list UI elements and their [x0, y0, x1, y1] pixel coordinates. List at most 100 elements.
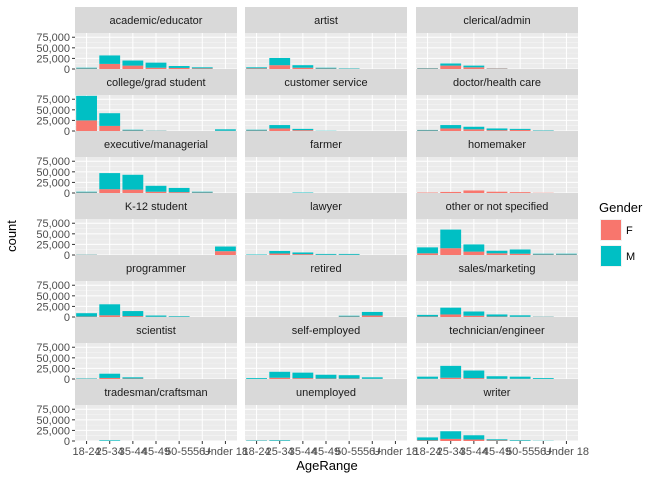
bar-male: [269, 58, 290, 65]
bar-male: [169, 188, 190, 192]
bar-female: [463, 190, 484, 193]
bar-male: [463, 435, 484, 439]
bar-female: [122, 190, 143, 193]
legend-label-m: M: [626, 251, 635, 263]
bar-female: [99, 315, 120, 317]
bar-female: [487, 130, 508, 131]
y-tick-label: 75,000: [36, 218, 70, 230]
x-axis-title: AgeRange: [296, 458, 357, 473]
bar-male: [487, 376, 508, 379]
bar-male: [417, 130, 438, 131]
bar-male: [510, 440, 531, 441]
bar-male: [463, 244, 484, 251]
bar-male: [339, 375, 360, 378]
x-tick-label: Under 18: [203, 446, 248, 458]
y-tick-label: 50,000: [36, 105, 70, 117]
y-tick-label: 25,000: [36, 425, 70, 437]
y-tick-label: 0: [64, 126, 70, 138]
bar-female: [99, 189, 120, 193]
y-tick-label: 75,000: [36, 94, 70, 106]
bar-female: [440, 314, 461, 317]
bar-male: [192, 192, 213, 193]
bar-male: [146, 316, 167, 317]
bar-female: [122, 66, 143, 69]
bar-female: [169, 68, 190, 69]
y-tick-label: 75,000: [36, 280, 70, 292]
facet-title: K-12 student: [125, 201, 187, 213]
bar-male: [146, 186, 167, 192]
y-tick-label: 25,000: [36, 239, 70, 251]
bar-male: [269, 372, 290, 378]
bar-male: [316, 68, 337, 69]
bar-male: [510, 249, 531, 253]
bar-male: [440, 308, 461, 315]
bar-male: [169, 316, 190, 317]
bar-male: [440, 230, 461, 249]
bar-male: [339, 316, 360, 317]
bar-male: [122, 377, 143, 378]
bar-male: [463, 66, 484, 68]
bar-male: [362, 312, 383, 316]
bar-female: [510, 254, 531, 255]
legend-swatch-m: [601, 246, 621, 266]
bar-female: [146, 192, 167, 193]
bar-male: [440, 125, 461, 128]
facet-title: clerical/admin: [463, 15, 530, 27]
facet-title: farmer: [310, 139, 342, 151]
bar-female: [440, 378, 461, 379]
bar-male: [122, 311, 143, 316]
bar-female: [510, 130, 531, 131]
bar-male: [510, 129, 531, 130]
bar-female: [440, 66, 461, 69]
y-tick-label: 25,000: [36, 53, 70, 65]
bar-male: [463, 311, 484, 315]
y-tick-label: 0: [64, 64, 70, 76]
y-tick-label: 50,000: [36, 291, 70, 303]
bar-female: [99, 126, 120, 131]
facet-title: college/grad student: [106, 77, 205, 89]
bar-female: [417, 440, 438, 441]
bar-female: [76, 120, 97, 131]
bar-male: [510, 315, 531, 316]
bar-male: [510, 377, 531, 379]
bar-female: [292, 68, 313, 69]
legend-label-f: F: [626, 225, 633, 237]
bar-male: [146, 63, 167, 68]
x-tick-label: Under 18: [373, 446, 418, 458]
bar-female: [269, 378, 290, 379]
bar-male: [99, 173, 120, 189]
y-tick-label: 50,000: [36, 415, 70, 427]
bar-male: [122, 175, 143, 190]
bar-male: [487, 314, 508, 316]
x-tick-label: 50-55: [506, 446, 534, 458]
y-tick-label: 75,000: [36, 342, 70, 354]
bar-male: [246, 67, 267, 68]
y-tick-label: 50,000: [36, 43, 70, 55]
bar-male: [556, 254, 577, 255]
bar-male: [417, 377, 438, 379]
x-tick-label: Under 18: [544, 446, 589, 458]
facet-title: technician/engineer: [449, 325, 545, 337]
y-tick-label: 25,000: [36, 177, 70, 189]
bar-female: [269, 254, 290, 255]
y-tick-label: 50,000: [36, 353, 70, 365]
bar-male: [292, 373, 313, 379]
bar-female: [463, 67, 484, 69]
bar-female: [440, 248, 461, 255]
y-tick-label: 0: [64, 374, 70, 386]
facet-title: academic/educator: [110, 15, 203, 27]
bar-female: [292, 130, 313, 131]
facet-title: tradesman/craftsman: [104, 387, 207, 399]
y-tick-label: 0: [64, 436, 70, 448]
bar-male: [269, 125, 290, 128]
y-tick-label: 25,000: [36, 301, 70, 313]
bar-male: [215, 247, 236, 252]
y-tick-label: 25,000: [36, 115, 70, 127]
bar-male: [269, 251, 290, 254]
y-tick-label: 75,000: [36, 404, 70, 416]
bar-male: [99, 113, 120, 126]
y-tick-label: 25,000: [36, 363, 70, 375]
bar-female: [292, 254, 313, 255]
bar-male: [246, 130, 267, 131]
